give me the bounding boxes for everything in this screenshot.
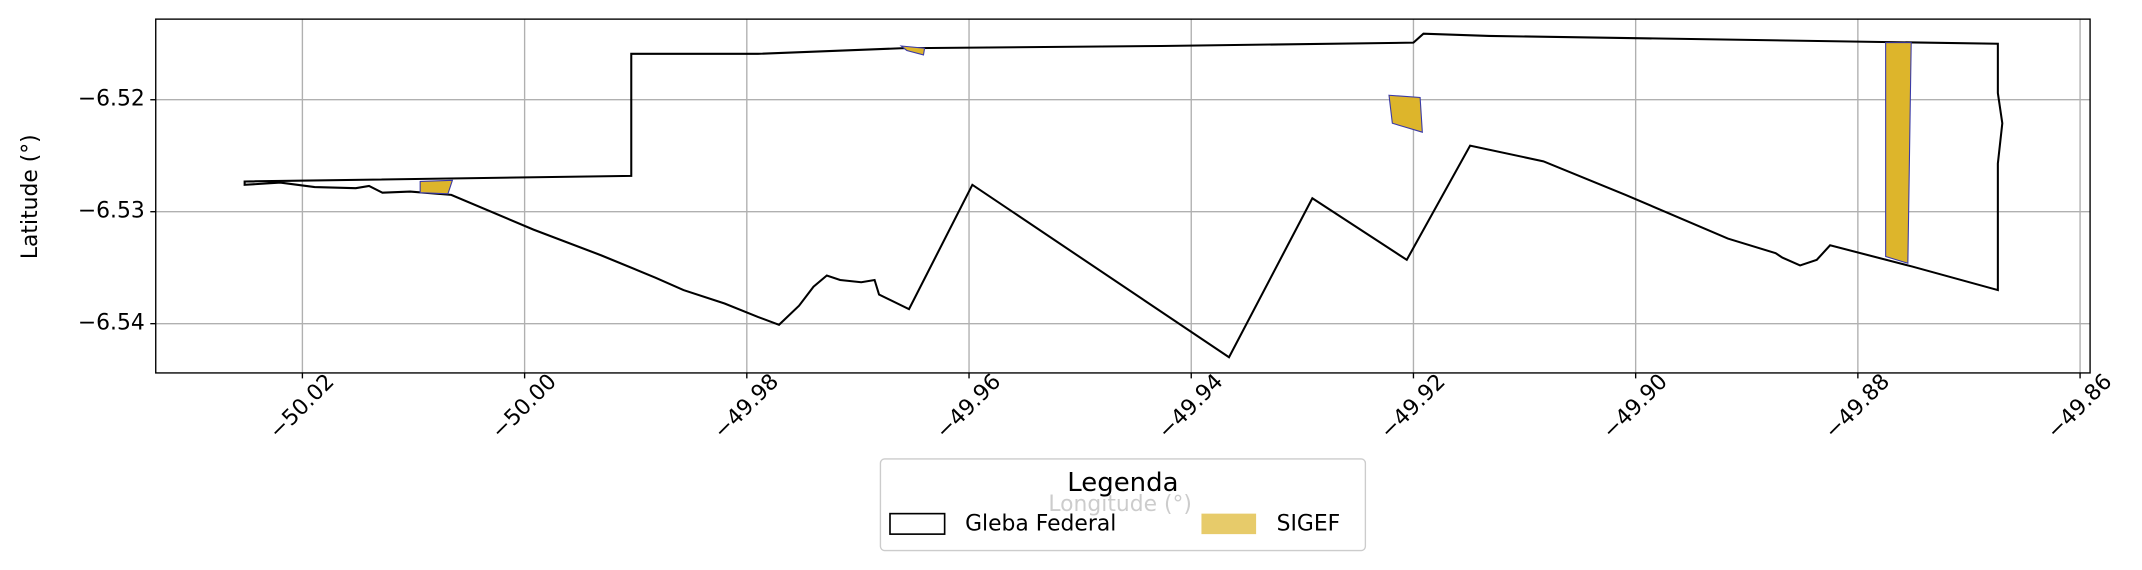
- x-tick-label: −49.86: [2042, 369, 2117, 444]
- polygon: [419, 179, 454, 195]
- legend-title: Legenda: [1067, 468, 1178, 498]
- legend-label: SIGEF: [1277, 512, 1341, 537]
- x-tick-label: −49.94: [1153, 369, 1228, 444]
- x-tick-label: −50.02: [265, 369, 340, 444]
- x-tick-label: −50.00: [487, 369, 562, 444]
- polygon: [899, 45, 926, 56]
- y-tick-label: −6.53: [78, 199, 145, 224]
- polygon: [1388, 94, 1423, 133]
- legend-swatch: [1201, 513, 1257, 535]
- x-tick-label: −49.92: [1376, 369, 1451, 444]
- x-tick-label: −49.90: [1598, 369, 1673, 444]
- legend-label: Gleba Federal: [965, 512, 1116, 537]
- x-tick-label: −49.96: [931, 369, 1006, 444]
- polygon: [1885, 42, 1912, 264]
- y-axis-label: Latitude (°): [18, 134, 43, 259]
- x-tick-label: −49.98: [709, 369, 784, 444]
- legend-swatch: [889, 512, 946, 535]
- x-tick-label: −49.88: [1820, 369, 1895, 444]
- polygon: [243, 32, 2004, 359]
- y-tick-label: −6.54: [78, 311, 145, 336]
- y-tick-label: −6.52: [78, 87, 145, 112]
- plot-frame: [155, 18, 2091, 374]
